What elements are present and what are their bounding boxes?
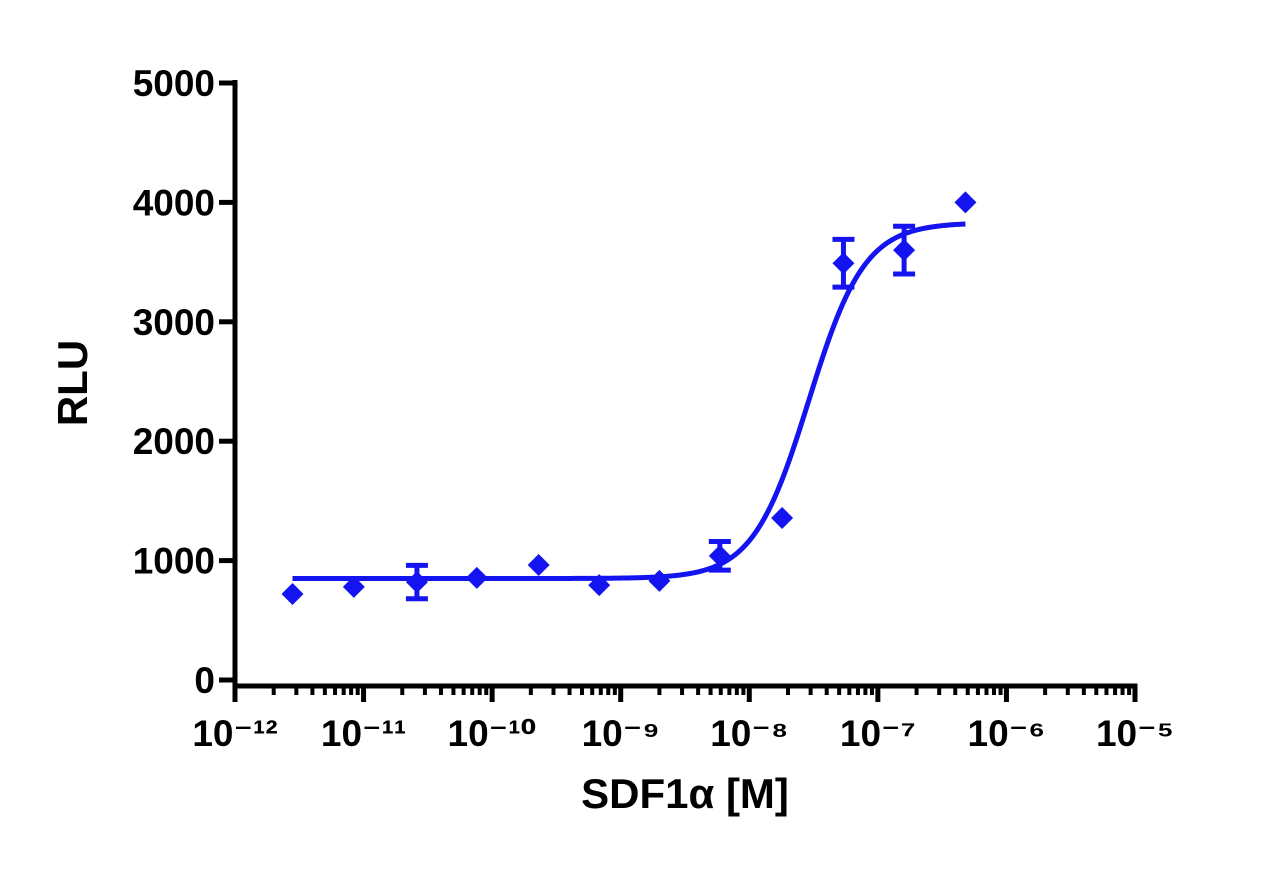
y-tick-label: 4000	[133, 182, 215, 223]
y-axis-label: RLU	[49, 340, 96, 426]
y-tick-label: 3000	[133, 302, 215, 343]
data-point	[954, 191, 977, 214]
y-tick-label: 0	[194, 660, 215, 701]
x-axis-label: SDF1α [M]	[581, 770, 789, 817]
data-point	[281, 583, 304, 606]
data-point	[771, 506, 794, 529]
y-tick-label: 1000	[133, 541, 215, 582]
x-tick-label: 10⁻⁹	[582, 713, 660, 754]
data-point	[342, 575, 365, 598]
x-tick-label: 10⁻¹¹	[321, 713, 406, 754]
data-point	[527, 554, 550, 577]
data-point	[588, 574, 611, 597]
data-point	[893, 239, 916, 262]
data-point	[405, 571, 428, 594]
x-tick-label: 10⁻¹²	[192, 713, 277, 754]
x-tick-label: 10⁻⁶	[968, 713, 1046, 754]
x-tick-label: 10⁻⁵	[1096, 713, 1174, 754]
x-tick-label: 10⁻¹⁰	[448, 713, 537, 754]
x-tick-label: 10⁻⁸	[710, 713, 788, 754]
data-point	[465, 566, 488, 589]
y-tick-label: 2000	[133, 421, 215, 462]
x-tick-label: 10⁻⁷	[840, 713, 916, 754]
data-point	[832, 252, 855, 275]
data-point	[708, 544, 731, 567]
y-tick-label: 5000	[133, 63, 215, 104]
fit-curve	[292, 221, 966, 582]
data-point	[648, 569, 671, 592]
